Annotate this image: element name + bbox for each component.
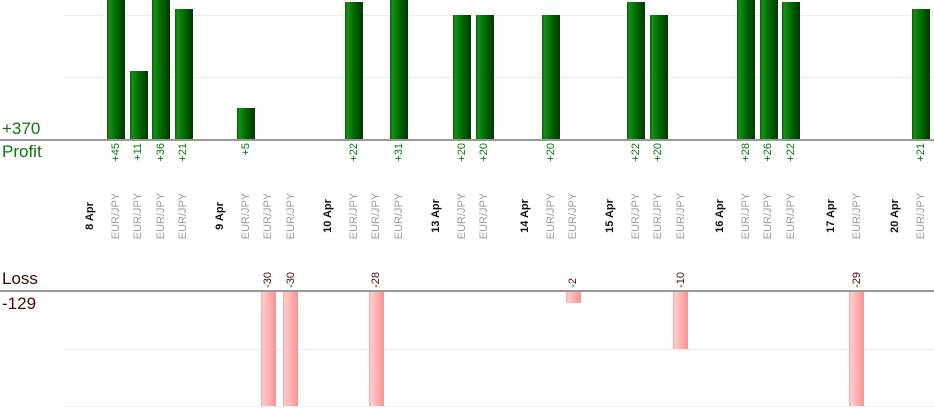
bar-value-label: +20 — [652, 143, 664, 162]
profit-gridline — [63, 76, 934, 78]
symbol-label: EUR/JPY — [132, 192, 144, 240]
loss-bar — [849, 292, 864, 406]
date-label: 17 Apr — [825, 199, 837, 233]
bar-value-label: +36 — [154, 143, 167, 162]
profit-bar — [649, 14, 668, 139]
symbol-label: EUR/JPY — [652, 192, 664, 240]
bar-value-label: -2 — [567, 278, 579, 288]
symbol-label: EUR/JPY — [284, 192, 297, 240]
symbol-label: EUR/JPY — [370, 192, 382, 240]
bar-value-label: +20 — [544, 143, 557, 162]
bar-value-label: +11 — [132, 143, 144, 161]
bar-value-label: +5 — [239, 143, 252, 156]
symbol-label: EUR/JPY — [739, 192, 752, 240]
profit-axis-label: Profit — [2, 142, 42, 161]
date-label: 14 Apr — [519, 199, 531, 233]
profit-bar — [542, 14, 560, 139]
profit-bar — [345, 2, 363, 139]
date-label: 16 Apr — [714, 199, 726, 233]
symbol-label: EUR/JPY — [239, 192, 252, 240]
profit-bar — [237, 107, 255, 139]
profit-bar — [627, 2, 645, 139]
symbol-label: EUR/JPY — [567, 192, 579, 240]
loss-bar — [260, 292, 276, 406]
symbol-label: EUR/JPY — [629, 192, 642, 240]
profit-total-label: +370 — [2, 119, 41, 138]
symbol-label: EUR/JPY — [784, 192, 797, 240]
bar-value-label: +31 — [392, 143, 405, 162]
symbol-label: EUR/JPY — [455, 192, 468, 240]
date-label: 15 Apr — [604, 199, 616, 233]
profit-bar — [912, 8, 930, 139]
bar-value-label: +45 — [109, 143, 122, 162]
bar-value-label: +20 — [478, 143, 490, 162]
loss-axis-line — [0, 290, 934, 292]
bar-value-label: +26 — [762, 143, 774, 162]
profit-bar — [129, 70, 148, 139]
symbol-label: EUR/JPY — [850, 192, 863, 240]
profit-bar — [782, 2, 800, 139]
loss-bar — [283, 292, 298, 406]
date-label: 20 Apr — [889, 199, 901, 233]
symbol-label: EUR/JPY — [478, 192, 490, 240]
profit-bar — [152, 0, 170, 139]
loss-gridline — [63, 349, 934, 350]
bar-value-label: +28 — [739, 143, 752, 162]
bar-value-label: +22 — [347, 143, 360, 162]
date-label: 8 Apr — [84, 202, 96, 230]
symbol-label: EUR/JPY — [262, 192, 274, 240]
bar-value-label: -28 — [370, 272, 382, 288]
bar-value-label: +20 — [455, 143, 468, 162]
profit-bar — [174, 8, 193, 139]
symbol-label: EUR/JPY — [392, 192, 405, 240]
profit-bar — [453, 14, 471, 139]
symbol-label: EUR/JPY — [762, 192, 774, 240]
bar-value-label: +22 — [629, 143, 642, 162]
date-label: 9 Apr — [214, 202, 226, 230]
bar-value-label: -30 — [284, 272, 297, 288]
profit-bar — [475, 14, 494, 139]
loss-axis-label: Loss — [2, 269, 38, 288]
profit-bar — [759, 0, 778, 139]
profit-bar — [107, 0, 125, 139]
symbol-label: EUR/JPY — [347, 192, 360, 240]
bar-value-label: -30 — [262, 272, 274, 288]
loss-bar — [368, 292, 384, 406]
symbol-label: EUR/JPY — [154, 192, 167, 240]
loss-bar — [673, 292, 688, 349]
symbol-label: EUR/JPY — [914, 192, 927, 240]
symbol-label: EUR/JPY — [674, 192, 687, 240]
date-label: 13 Apr — [430, 199, 442, 233]
symbol-label: EUR/JPY — [544, 192, 557, 240]
bar-value-label: +21 — [177, 143, 189, 162]
profit-bar — [390, 0, 408, 139]
bar-value-label: -10 — [674, 272, 687, 288]
date-label: 10 Apr — [322, 199, 334, 233]
loss-gridline — [63, 406, 934, 407]
bar-value-label: +21 — [914, 143, 927, 162]
bar-value-label: +22 — [784, 143, 797, 162]
loss-bar — [565, 292, 581, 304]
symbol-label: EUR/JPY — [177, 192, 189, 240]
profit-axis-line — [0, 139, 934, 141]
profit-gridline — [63, 14, 934, 16]
symbol-label: EUR/JPY — [109, 192, 122, 240]
bar-value-label: -29 — [850, 272, 863, 288]
loss-total-label: -129 — [2, 294, 37, 313]
profit-bar — [737, 0, 755, 139]
